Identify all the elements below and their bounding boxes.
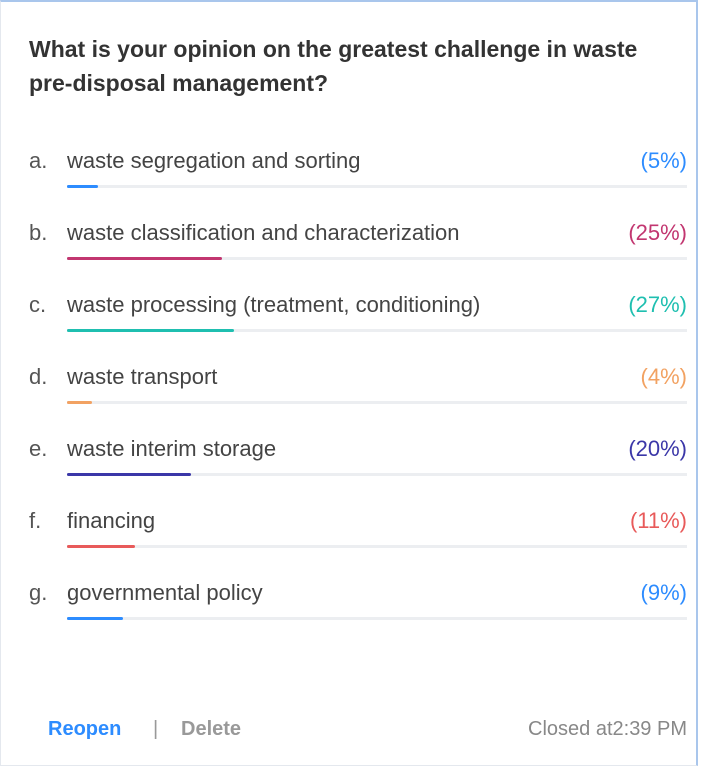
option-text: waste segregation and sorting <box>67 148 361 173</box>
option-row: g. governmental policy (9%) <box>1 579 699 620</box>
question: What is your opinion on the greatest cha… <box>29 36 638 96</box>
option-percent: (5%) <box>640 148 687 173</box>
option-text: waste processing (treatment, conditionin… <box>67 292 481 317</box>
option-percent: (11%) <box>629 508 687 533</box>
separator: | <box>153 718 159 740</box>
option-row: e. waste interim storage (20%) <box>1 435 699 476</box>
option-row: f. financing (11%) <box>1 507 699 548</box>
option-letter: g. <box>29 580 48 605</box>
option-row: c. waste processing (treatment, condition… <box>1 291 699 332</box>
option-row: a. waste segregation and sorting (5%) <box>1 147 699 188</box>
option-letter: b. <box>29 220 48 245</box>
option-text: waste classification and characterizatio… <box>67 220 460 245</box>
option-percent: (4%) <box>640 364 687 389</box>
option-track <box>67 545 687 548</box>
option-letter: e. <box>29 436 48 461</box>
option-bar <box>67 329 235 332</box>
option-bar <box>67 545 136 548</box>
option-letter: a. <box>29 148 48 173</box>
status: Closed at2:39 PM <box>528 718 687 740</box>
option-bar <box>67 617 123 620</box>
option-track <box>67 401 687 404</box>
option-percent: (9%) <box>640 580 687 605</box>
option-text: waste transport <box>67 364 218 389</box>
option-text: governmental policy <box>67 580 263 605</box>
option-bar <box>67 473 191 476</box>
option-text: waste interim storage <box>67 436 277 461</box>
option-track <box>67 617 687 620</box>
option-percent: (27%) <box>628 292 687 317</box>
option-track <box>67 473 687 476</box>
option-bar <box>67 401 92 404</box>
options: a. waste segregation and sorting (5%) b. was… <box>1 147 699 620</box>
option-track <box>67 257 687 260</box>
option-row: d. waste transport (4%) <box>1 363 699 404</box>
delete-button[interactable]: Delete <box>181 718 242 740</box>
option-letter: f. <box>29 508 42 533</box>
option-track <box>67 185 687 188</box>
option-bar <box>67 257 222 260</box>
reopen-button[interactable]: Reopen <box>48 718 122 740</box>
option-track <box>67 329 687 332</box>
option-row: b. waste classification and characterizat… <box>1 219 699 260</box>
option-bar <box>67 185 98 188</box>
option-percent: (25%) <box>628 220 687 245</box>
option-letter: d. <box>29 364 48 389</box>
option-letter: c. <box>29 292 47 317</box>
option-percent: (20%) <box>628 436 687 461</box>
option-text: financing <box>67 508 156 533</box>
